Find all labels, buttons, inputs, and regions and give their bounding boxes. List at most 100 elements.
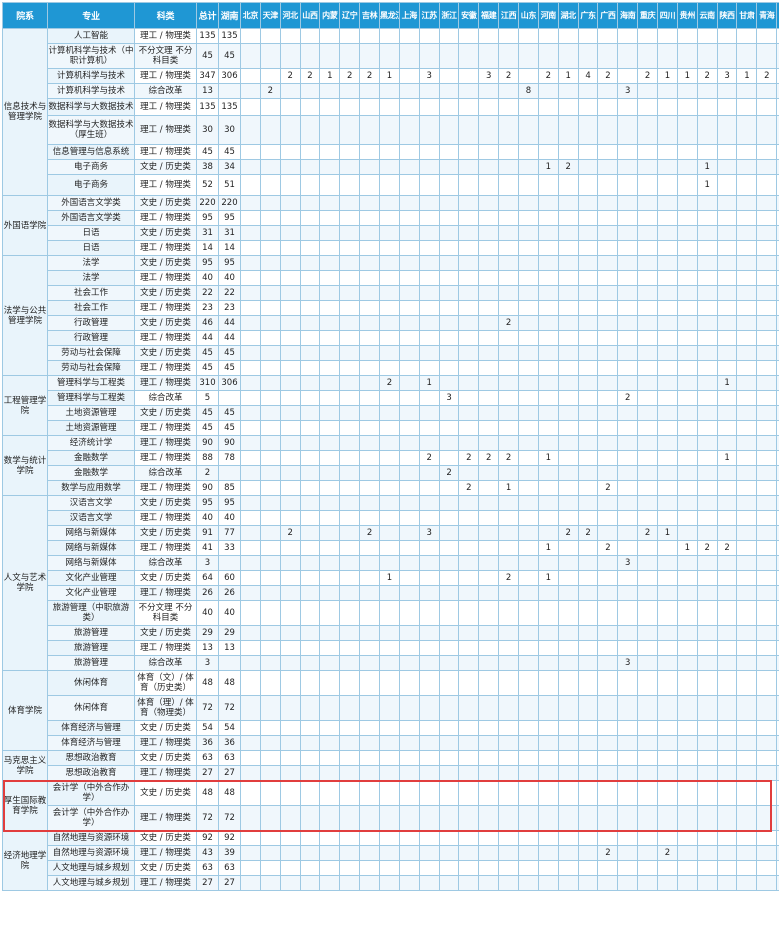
province-quota-cell — [339, 845, 361, 861]
province-quota-cell — [379, 720, 400, 736]
province-quota-cell — [716, 830, 738, 846]
province-quota-cell — [438, 780, 460, 806]
province-quota-cell — [736, 195, 758, 211]
province-quota-cell — [716, 435, 738, 451]
province-quota-cell — [359, 510, 381, 526]
province-quota-cell — [657, 480, 678, 496]
province-quota-cell — [637, 570, 659, 586]
province-quota-cell — [379, 480, 400, 496]
province-quota-cell — [637, 360, 659, 376]
province-quota-cell — [379, 765, 400, 781]
major-cell: 人文地理与城乡规划 — [47, 860, 135, 876]
province-quota-cell — [359, 750, 381, 766]
province-quota-cell — [240, 68, 261, 84]
province-quota-cell — [299, 525, 321, 541]
province-quota-cell — [498, 83, 520, 99]
province-quota-cell — [259, 525, 281, 541]
total-cell: 2 — [196, 465, 219, 481]
province-quota-cell — [398, 750, 420, 766]
province-quota-cell — [478, 345, 500, 361]
province-quota-cell: 2 — [498, 570, 520, 586]
province-quota-cell — [478, 330, 500, 346]
major-cell: 网络与新媒体 — [47, 555, 135, 571]
province-quota-cell — [418, 83, 440, 99]
province-quota-cell — [756, 330, 778, 346]
province-quota-cell — [597, 735, 619, 751]
province-quota-cell — [537, 765, 559, 781]
major-cell: 计算机科学与技术 — [47, 68, 135, 84]
province-quota-cell — [537, 465, 559, 481]
hunan-cell: 31 — [218, 225, 241, 241]
province-quota-cell — [657, 780, 678, 806]
province-quota-cell — [279, 240, 301, 256]
province-quota-cell — [259, 780, 281, 806]
province-quota-cell — [279, 720, 301, 736]
province-quota-cell — [259, 655, 281, 671]
province-quota-cell — [398, 720, 420, 736]
province-quota-cell — [478, 525, 500, 541]
province-quota-cell — [398, 555, 420, 571]
province-quota-cell — [736, 525, 758, 541]
province-quota-cell — [418, 540, 440, 556]
province-quota-cell — [617, 525, 639, 541]
total-cell: 45 — [196, 144, 219, 160]
province-quota-cell: 2 — [478, 450, 500, 466]
province-quota-cell — [498, 174, 520, 196]
province-quota-cell — [736, 735, 758, 751]
province-quota-cell — [398, 390, 420, 406]
province-quota-cell — [359, 765, 381, 781]
college-cell: 信息技术与管理学院 — [2, 28, 48, 196]
province-quota-cell — [498, 240, 520, 256]
province-quota-cell — [240, 585, 261, 601]
province-quota-cell — [259, 115, 281, 145]
province-quota-cell — [438, 735, 460, 751]
province-quota-cell — [498, 98, 520, 116]
province-quota-cell — [498, 585, 520, 601]
province-quota-cell — [379, 360, 400, 376]
province-quota-cell — [657, 345, 678, 361]
province-quota-cell — [498, 345, 520, 361]
province-quota-cell — [299, 300, 321, 316]
province-quota-cell — [379, 670, 400, 696]
province-quota-cell — [398, 43, 420, 69]
province-quota-cell — [279, 860, 301, 876]
province-quota-cell — [398, 360, 420, 376]
province-quota-cell — [577, 750, 599, 766]
province-quota-cell — [339, 510, 361, 526]
province-quota-cell — [657, 360, 678, 376]
province-quota-cell — [359, 420, 381, 436]
province-quota-cell — [637, 780, 659, 806]
province-quota-cell — [379, 210, 400, 226]
province-quota-cell — [299, 625, 321, 641]
province-quota-cell — [339, 285, 361, 301]
province-quota-cell — [498, 625, 520, 641]
province-quota-cell — [359, 315, 381, 331]
province-quota-cell — [518, 405, 539, 421]
province-quota-cell — [478, 115, 500, 145]
province-quota-cell — [359, 570, 381, 586]
province-quota-cell — [676, 28, 698, 44]
province-quota-cell — [657, 420, 678, 436]
table-row: 电子商务 理工 / 物理类 52 51 1 — [3, 174, 779, 196]
subject-cell: 文史 / 历史类 — [134, 750, 197, 766]
province-quota-cell — [557, 210, 579, 226]
province-quota-cell — [597, 315, 619, 331]
province-quota-cell — [240, 600, 261, 626]
total-cell: 72 — [196, 805, 219, 831]
province-quota-cell — [398, 805, 420, 831]
major-cell: 金融数学 — [47, 465, 135, 481]
province-quota-cell — [259, 495, 281, 511]
province-quota-cell — [319, 255, 341, 271]
province-quota-cell — [438, 640, 460, 656]
province-quota-cell — [418, 845, 440, 861]
province-quota-cell: 1 — [418, 375, 440, 391]
province-quota-cell — [756, 640, 778, 656]
province-quota-cell — [379, 845, 400, 861]
table-row: 人文地理与城乡规划 文史 / 历史类 63 63 — [3, 860, 779, 876]
province-quota-cell — [259, 805, 281, 831]
subject-cell: 理工 / 物理类 — [134, 765, 197, 781]
province-quota-cell — [518, 735, 539, 751]
province-quota-cell — [537, 480, 559, 496]
province-quota-cell — [577, 875, 599, 891]
province-quota-cell — [597, 495, 619, 511]
